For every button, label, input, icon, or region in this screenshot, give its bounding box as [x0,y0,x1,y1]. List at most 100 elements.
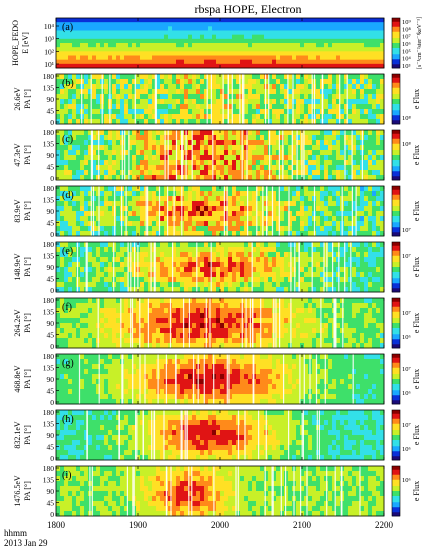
heatmap-cell [232,247,237,253]
heatmap-cell [76,226,81,232]
heatmap-cell [72,99,77,105]
heatmap-cell [316,252,321,258]
heatmap-cell [64,99,69,105]
heatmap-cell [60,59,65,65]
heatmap-cell [56,308,61,314]
heatmap-cell [144,51,149,56]
heatmap-cell [292,63,297,69]
heatmap-cell [304,262,309,268]
heatmap-cell [116,206,121,212]
heatmap-cell [348,114,353,120]
colorbar-step [392,214,400,217]
heatmap-cell [308,22,313,27]
heatmap-cell [336,211,341,217]
heatmap-cell [288,206,293,212]
heatmap-cell [136,84,141,90]
heatmap-cell [68,30,73,36]
heatmap-cell [264,267,269,273]
heatmap-cell [116,119,121,125]
heatmap-cell [368,216,373,222]
heatmap-cell [68,262,73,268]
heatmap-cell [316,94,321,100]
heatmap-cell [124,165,129,171]
heatmap-cell [360,242,365,248]
heatmap-cell [88,308,93,314]
heatmap-cell [100,135,105,141]
colorbar-step [392,147,400,150]
heatmap-cell [216,109,221,115]
heatmap-cell [324,51,329,56]
heatmap-cell [176,59,181,65]
heatmap-cell [140,277,145,283]
heatmap-cell [116,231,121,237]
heatmap-cell [92,226,97,232]
heatmap-cell [204,140,209,146]
heatmap-cell [324,160,329,166]
heatmap-cell [356,140,361,146]
heatmap-cell [376,38,381,44]
heatmap-cell [276,206,281,212]
heatmap-cell [200,119,205,125]
heatmap-cell [292,191,297,197]
data-gap [355,186,357,236]
heatmap-cell [124,160,129,166]
heatmap-cell [220,282,225,288]
heatmap-cell [256,47,261,52]
heatmap-cell [372,262,377,268]
heatmap-cell [328,247,333,253]
heatmap-cell [64,145,69,151]
heatmap-cell [272,22,277,27]
heatmap-cell [336,135,341,141]
heatmap-cell [304,89,309,95]
heatmap-cell [232,47,237,52]
heatmap-cell [76,104,81,110]
heatmap-cell [164,59,169,65]
heatmap-cell [228,287,233,293]
heatmap-cell [164,175,169,181]
heatmap-cell [240,257,245,263]
heatmap-cell [372,191,377,197]
heatmap-cell [120,298,125,304]
heatmap-cell [372,109,377,115]
heatmap-cell [64,63,69,69]
heatmap-cell [184,201,189,207]
heatmap-cell [364,30,369,36]
colorbar-step [392,96,400,99]
heatmap-cell [208,206,213,212]
heatmap-cell [120,47,125,52]
heatmap-cell [332,242,337,248]
heatmap-cell [60,308,65,314]
heatmap-cell [192,140,197,146]
heatmap-cell [272,47,277,52]
heatmap-cell [220,47,225,52]
heatmap-cell [68,63,73,69]
heatmap-cell [328,160,333,166]
heatmap-cell [156,277,161,283]
heatmap-cell [244,155,249,161]
heatmap-cell [300,109,305,115]
heatmap-cell [68,186,73,192]
heatmap-cell [288,272,293,278]
heatmap-cell [108,226,113,232]
heatmap-cell [340,59,345,65]
heatmap-cell [308,89,313,95]
heatmap-cell [304,247,309,253]
heatmap-cell [248,211,253,217]
heatmap-cell [156,119,161,125]
heatmap-cell [84,30,89,36]
heatmap-cell [368,38,373,44]
heatmap-cell [112,175,117,181]
heatmap-cell [136,196,141,202]
heatmap-cell [212,170,217,176]
colorbar-step [392,274,400,277]
heatmap-cell [304,257,309,263]
colorbar-step [392,84,400,86]
heatmap-cell [216,206,221,212]
heatmap-cell [60,26,65,31]
heatmap-cell [224,175,229,181]
heatmap-cell [148,323,153,329]
heatmap-cell [60,135,65,141]
heatmap-cell [56,145,61,151]
colorbar-step [392,29,400,31]
heatmap-cell [176,272,181,278]
